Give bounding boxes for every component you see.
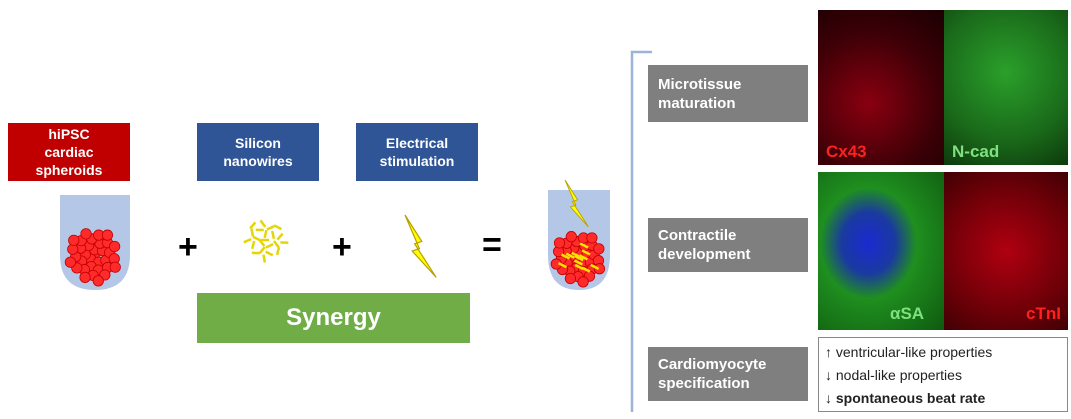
- outcome-box: Cardiomyocyte specification: [648, 347, 808, 401]
- cell: [110, 262, 120, 272]
- wire: [274, 225, 281, 229]
- wire: [267, 226, 274, 229]
- wire: [274, 241, 279, 247]
- cell: [81, 229, 91, 239]
- cell: [69, 235, 79, 245]
- wire: [272, 231, 274, 239]
- wire: [277, 247, 279, 255]
- effect: ↑ ventricular-like properties: [825, 341, 1061, 364]
- effect: ↓ nodal-like properties: [825, 364, 1061, 387]
- cell: [565, 273, 575, 283]
- wire: [263, 255, 264, 263]
- effects-box: ↑ ventricular-like properties ↓ nodal-li…: [818, 337, 1068, 412]
- cell: [566, 231, 576, 241]
- cell: [93, 276, 103, 286]
- wire: [252, 241, 254, 249]
- wire: [244, 239, 251, 242]
- cell: [578, 277, 588, 287]
- operator: +: [332, 228, 352, 267]
- stain-label: N-cad: [952, 142, 999, 162]
- cell: [65, 257, 75, 267]
- wire: [266, 252, 273, 256]
- stain-label: cTnI: [1026, 304, 1061, 324]
- operator: =: [482, 226, 502, 265]
- outcome-box: Contractile development: [648, 218, 808, 272]
- operator: +: [178, 228, 198, 267]
- wire: [251, 229, 253, 237]
- stain-label: αSA: [890, 304, 924, 324]
- page: hiPSC cardiac spheroids Silicon nanowire…: [0, 0, 1071, 419]
- effect: ↓ spontaneous beat rate: [825, 387, 1061, 410]
- wire: [253, 237, 260, 241]
- cell: [594, 244, 604, 254]
- micrograph: [818, 172, 944, 330]
- wire: [266, 244, 273, 247]
- cell: [102, 230, 112, 240]
- wire: [260, 247, 265, 253]
- wire: [260, 220, 265, 226]
- nanowires: [244, 220, 289, 262]
- wire: [250, 222, 255, 228]
- cell: [80, 272, 90, 282]
- stain-label: Cx43: [826, 142, 867, 162]
- synergy-bar: Synergy: [197, 293, 470, 343]
- cell: [587, 233, 597, 243]
- outcome-box: Microtissue maturation: [648, 65, 808, 122]
- lightning: [405, 215, 436, 277]
- cell: [554, 238, 564, 248]
- wire: [265, 230, 267, 238]
- wire: [277, 234, 282, 240]
- cell: [109, 241, 119, 251]
